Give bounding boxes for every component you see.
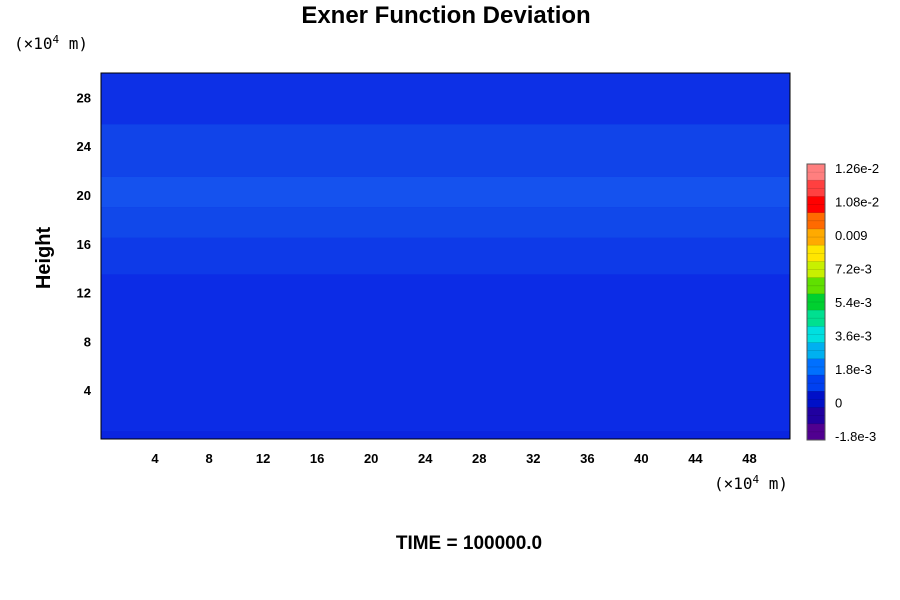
contour-band-4: [101, 176, 790, 208]
x-tick-label: 48: [742, 451, 756, 466]
colorbar-swatch: [807, 196, 825, 214]
colorbar-swatch: [807, 164, 825, 181]
plot-area: [100, 72, 791, 440]
contour-band-bottom: [101, 431, 790, 439]
colorbar-swatch: [807, 310, 825, 327]
x-tick-label: 24: [418, 451, 433, 466]
colorbar-swatch: [807, 407, 825, 425]
x-tick-label: 20: [364, 451, 378, 466]
colorbar-label: 1.08e-2: [835, 195, 879, 210]
colorbar-swatch: [807, 423, 825, 441]
colorbar-swatch: [807, 375, 825, 392]
colorbar-label: 5.4e-3: [835, 295, 872, 310]
y-tick-label: 12: [77, 286, 91, 301]
colorbar-label: 0.009: [835, 228, 868, 243]
colorbar-label: 1.8e-3: [835, 362, 872, 377]
y-tick-label: 28: [77, 90, 91, 105]
y-tick-label: 4: [84, 383, 92, 398]
y-tick-label: 16: [77, 237, 91, 252]
x-tick-label: 40: [634, 451, 648, 466]
time-label: TIME = 100000.0: [396, 533, 542, 554]
y-axis-ticks: 4 8 12 16 20 24 28: [77, 90, 92, 398]
colorbar-swatch: [807, 180, 825, 197]
contour-band-2: [101, 237, 790, 275]
x-tick-label: 8: [205, 451, 212, 466]
x-axis-unit: (×104 m): [714, 473, 788, 493]
x-tick-label: 32: [526, 451, 540, 466]
y-tick-label: 24: [77, 139, 92, 154]
x-tick-label: 16: [310, 451, 324, 466]
plot-frame: [100, 72, 791, 440]
colorbar-swatch: [807, 245, 825, 262]
colorbar-label: 1.26e-2: [835, 161, 879, 176]
colorbar: 1.26e-2 1.08e-2 0.009 7.2e-3 5.4e-3 3.6e-3 1.8…: [806, 161, 879, 444]
colorbar-swatch: [807, 212, 825, 230]
y-tick-label: 8: [84, 334, 91, 349]
colorbar-label: 7.2e-3: [835, 262, 872, 277]
contour-band-3: [101, 207, 790, 238]
colorbar-label: 0: [835, 396, 842, 411]
contour-band-1: [101, 274, 790, 439]
x-tick-label: 44: [688, 451, 703, 466]
y-axis-unit: (×104 m): [14, 33, 88, 53]
x-tick-label: 36: [580, 451, 594, 466]
colorbar-swatch: [807, 326, 825, 344]
x-tick-label: 12: [256, 451, 270, 466]
colorbar-swatch: [807, 228, 825, 246]
colorbar-swatch: [807, 293, 825, 311]
colorbar-swatch: [807, 358, 825, 376]
colorbar-swatch: [807, 391, 825, 409]
y-tick-label: 20: [77, 188, 91, 203]
x-tick-label: 28: [472, 451, 486, 466]
contour-band-6: [101, 73, 790, 125]
colorbar-swatch: [807, 277, 825, 295]
colorbar-label: 3.6e-3: [835, 329, 872, 344]
colorbar-frame: [806, 163, 826, 441]
contour-band-5: [101, 124, 790, 177]
y-axis-label: Height: [33, 227, 55, 290]
colorbar-label: -1.8e-3: [835, 429, 876, 444]
colorbar-swatch: [807, 342, 825, 360]
x-axis-ticks: 4 8 12 16 20 24 28 32 36 40 44 48: [151, 451, 756, 466]
chart-title: Exner Function Deviation: [301, 2, 590, 29]
x-tick-label: 4: [151, 451, 159, 466]
colorbar-swatch: [807, 261, 825, 279]
